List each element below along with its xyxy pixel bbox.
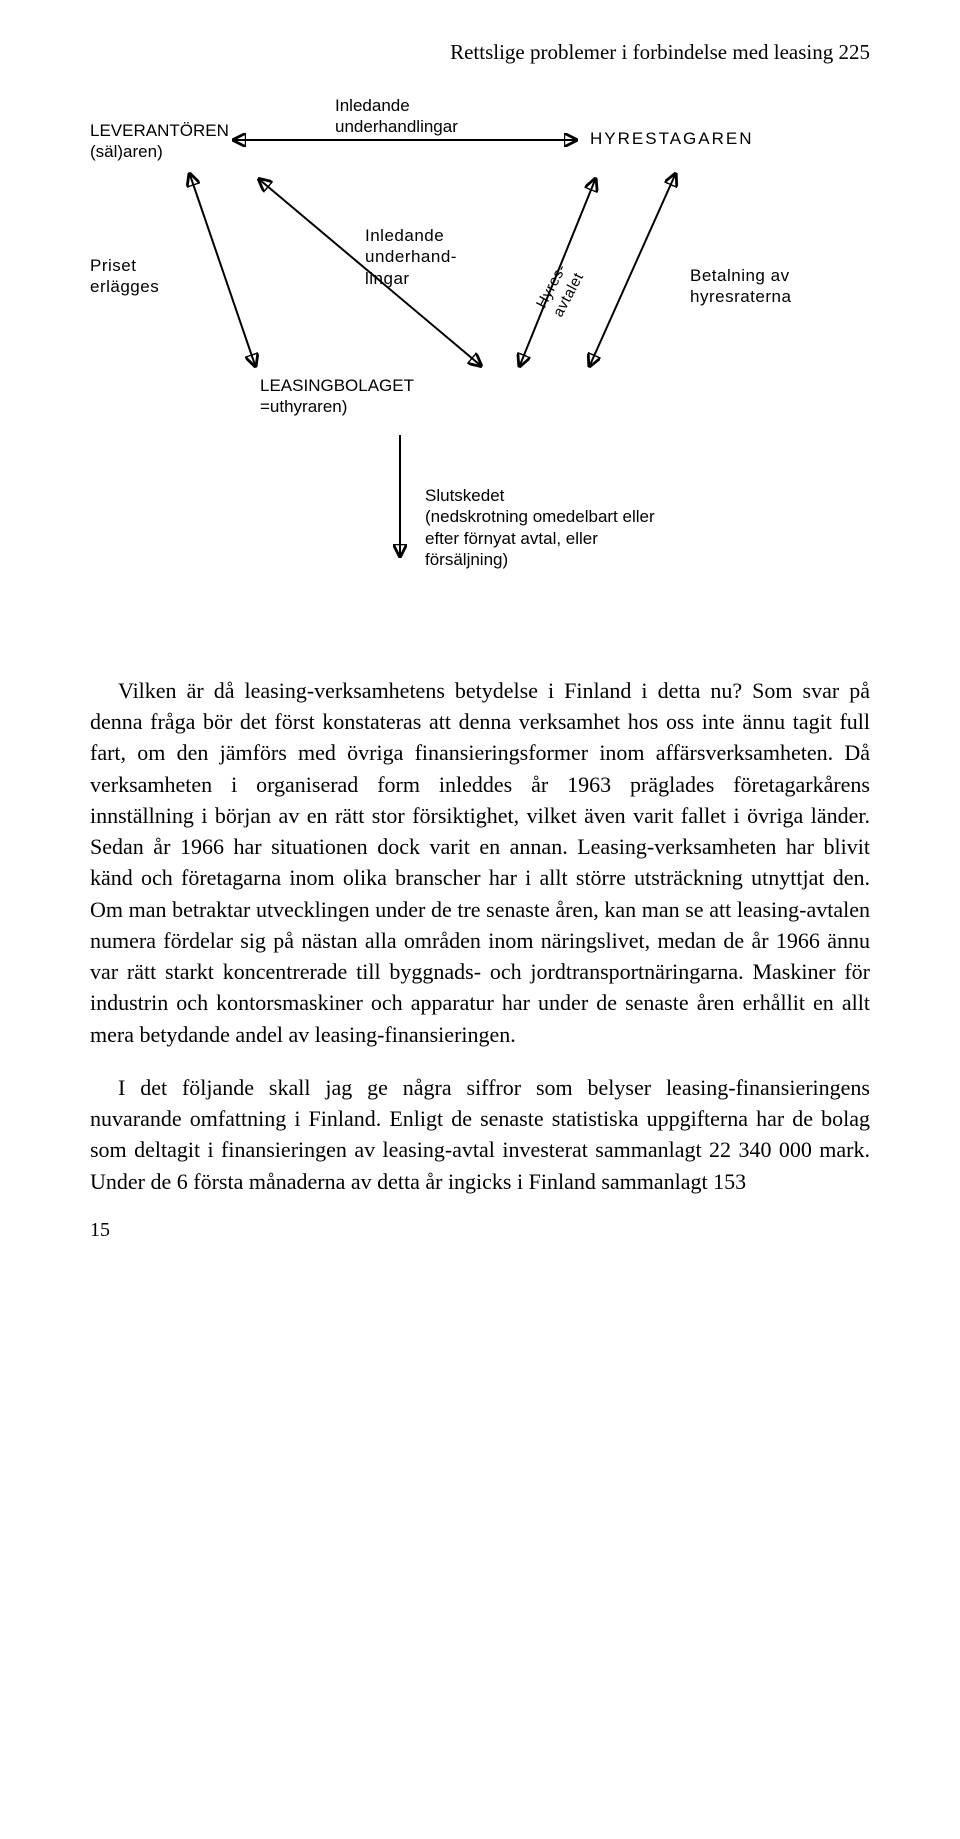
label-betalning: Betalning av hyresraterna <box>690 265 791 308</box>
footer-page-number: 15 <box>90 1219 870 1242</box>
label-slutskedet: Slutskedet (nedskrotning omedelbart elle… <box>425 485 655 570</box>
label-leverantoren: LEVERANTÖREN (säl)aren) <box>90 120 229 163</box>
paragraph-1: Vilken är då leasing-verksamhetens betyd… <box>90 675 870 1050</box>
label-hyrestagaren: HYRESTAGAREN <box>590 128 754 149</box>
running-head: Rettslige problemer i forbindelse med le… <box>90 40 870 65</box>
label-leasingbolaget: LEASINGBOLAGET =uthyraren) <box>260 375 414 418</box>
label-inledande-mid: Inledande underhand- lingar <box>365 225 457 289</box>
label-priset: Priset erlägges <box>90 255 159 298</box>
paragraph-2: I det följande skall jag ge några siffro… <box>90 1072 870 1197</box>
leasing-diagram: LEVERANTÖREN (säl)aren) Inledande underh… <box>90 85 870 645</box>
label-inledande-top: Inledande underhandlingar <box>335 95 458 138</box>
